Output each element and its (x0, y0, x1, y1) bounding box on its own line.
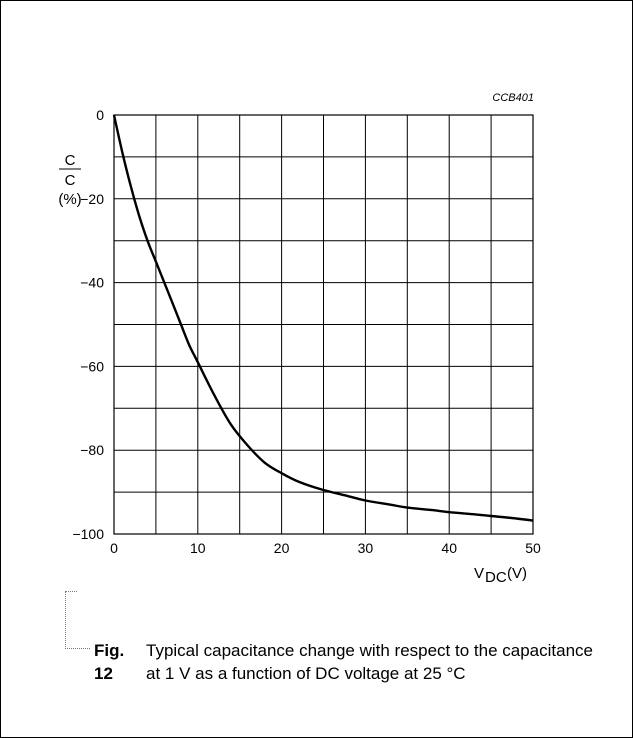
x-label-unit: (V) (507, 565, 527, 582)
x-label-subscript: DC (485, 569, 507, 586)
y-tick-label: −80 (80, 442, 104, 458)
y-label-numerator: C (65, 152, 76, 169)
figure-id: CCB401 (492, 92, 534, 104)
caption-text: Typical capacitance change with respect … (146, 641, 593, 683)
margin-bracket-top (65, 591, 77, 592)
x-tick-labels: 0 10 20 30 40 50 (110, 540, 541, 556)
x-tick-label: 0 (110, 540, 118, 556)
chart-grid (114, 115, 533, 534)
figure-caption: Fig. 12 Typical capacitance change with … (94, 639, 594, 685)
y-tick-labels: 0 −20 −40 −60 −80 −100 (72, 107, 104, 542)
series-layer (112, 114, 534, 522)
x-tick-label: 50 (525, 540, 541, 556)
x-axis-label: V DC (V) (474, 565, 527, 586)
x-label-symbol: V (474, 565, 484, 582)
y-axis-label: C C (%) (58, 152, 81, 208)
y-label-denominator: C (65, 172, 76, 189)
capacitance-change-curve (112, 114, 534, 522)
x-tick-label: 30 (358, 540, 374, 556)
plot-border (113, 114, 534, 535)
x-tick-label: 10 (190, 540, 206, 556)
y-tick-label: −20 (80, 191, 104, 207)
plot-frame (113, 114, 534, 535)
y-tick-label: 0 (96, 107, 104, 123)
y-tick-label: −40 (80, 275, 104, 291)
y-tick-label: −60 (80, 358, 104, 374)
y-tick-label: −100 (72, 526, 104, 542)
x-tick-label: 20 (274, 540, 290, 556)
capacitance-chart: 0 10 20 30 40 50 0 −20 −40 −60 −80 −100 CCB401 C C… (58, 92, 541, 586)
caption-label: Fig. 12 (94, 641, 125, 683)
y-label-unit: (%) (58, 191, 81, 208)
x-tick-label: 40 (441, 540, 457, 556)
margin-bracket (65, 591, 90, 649)
